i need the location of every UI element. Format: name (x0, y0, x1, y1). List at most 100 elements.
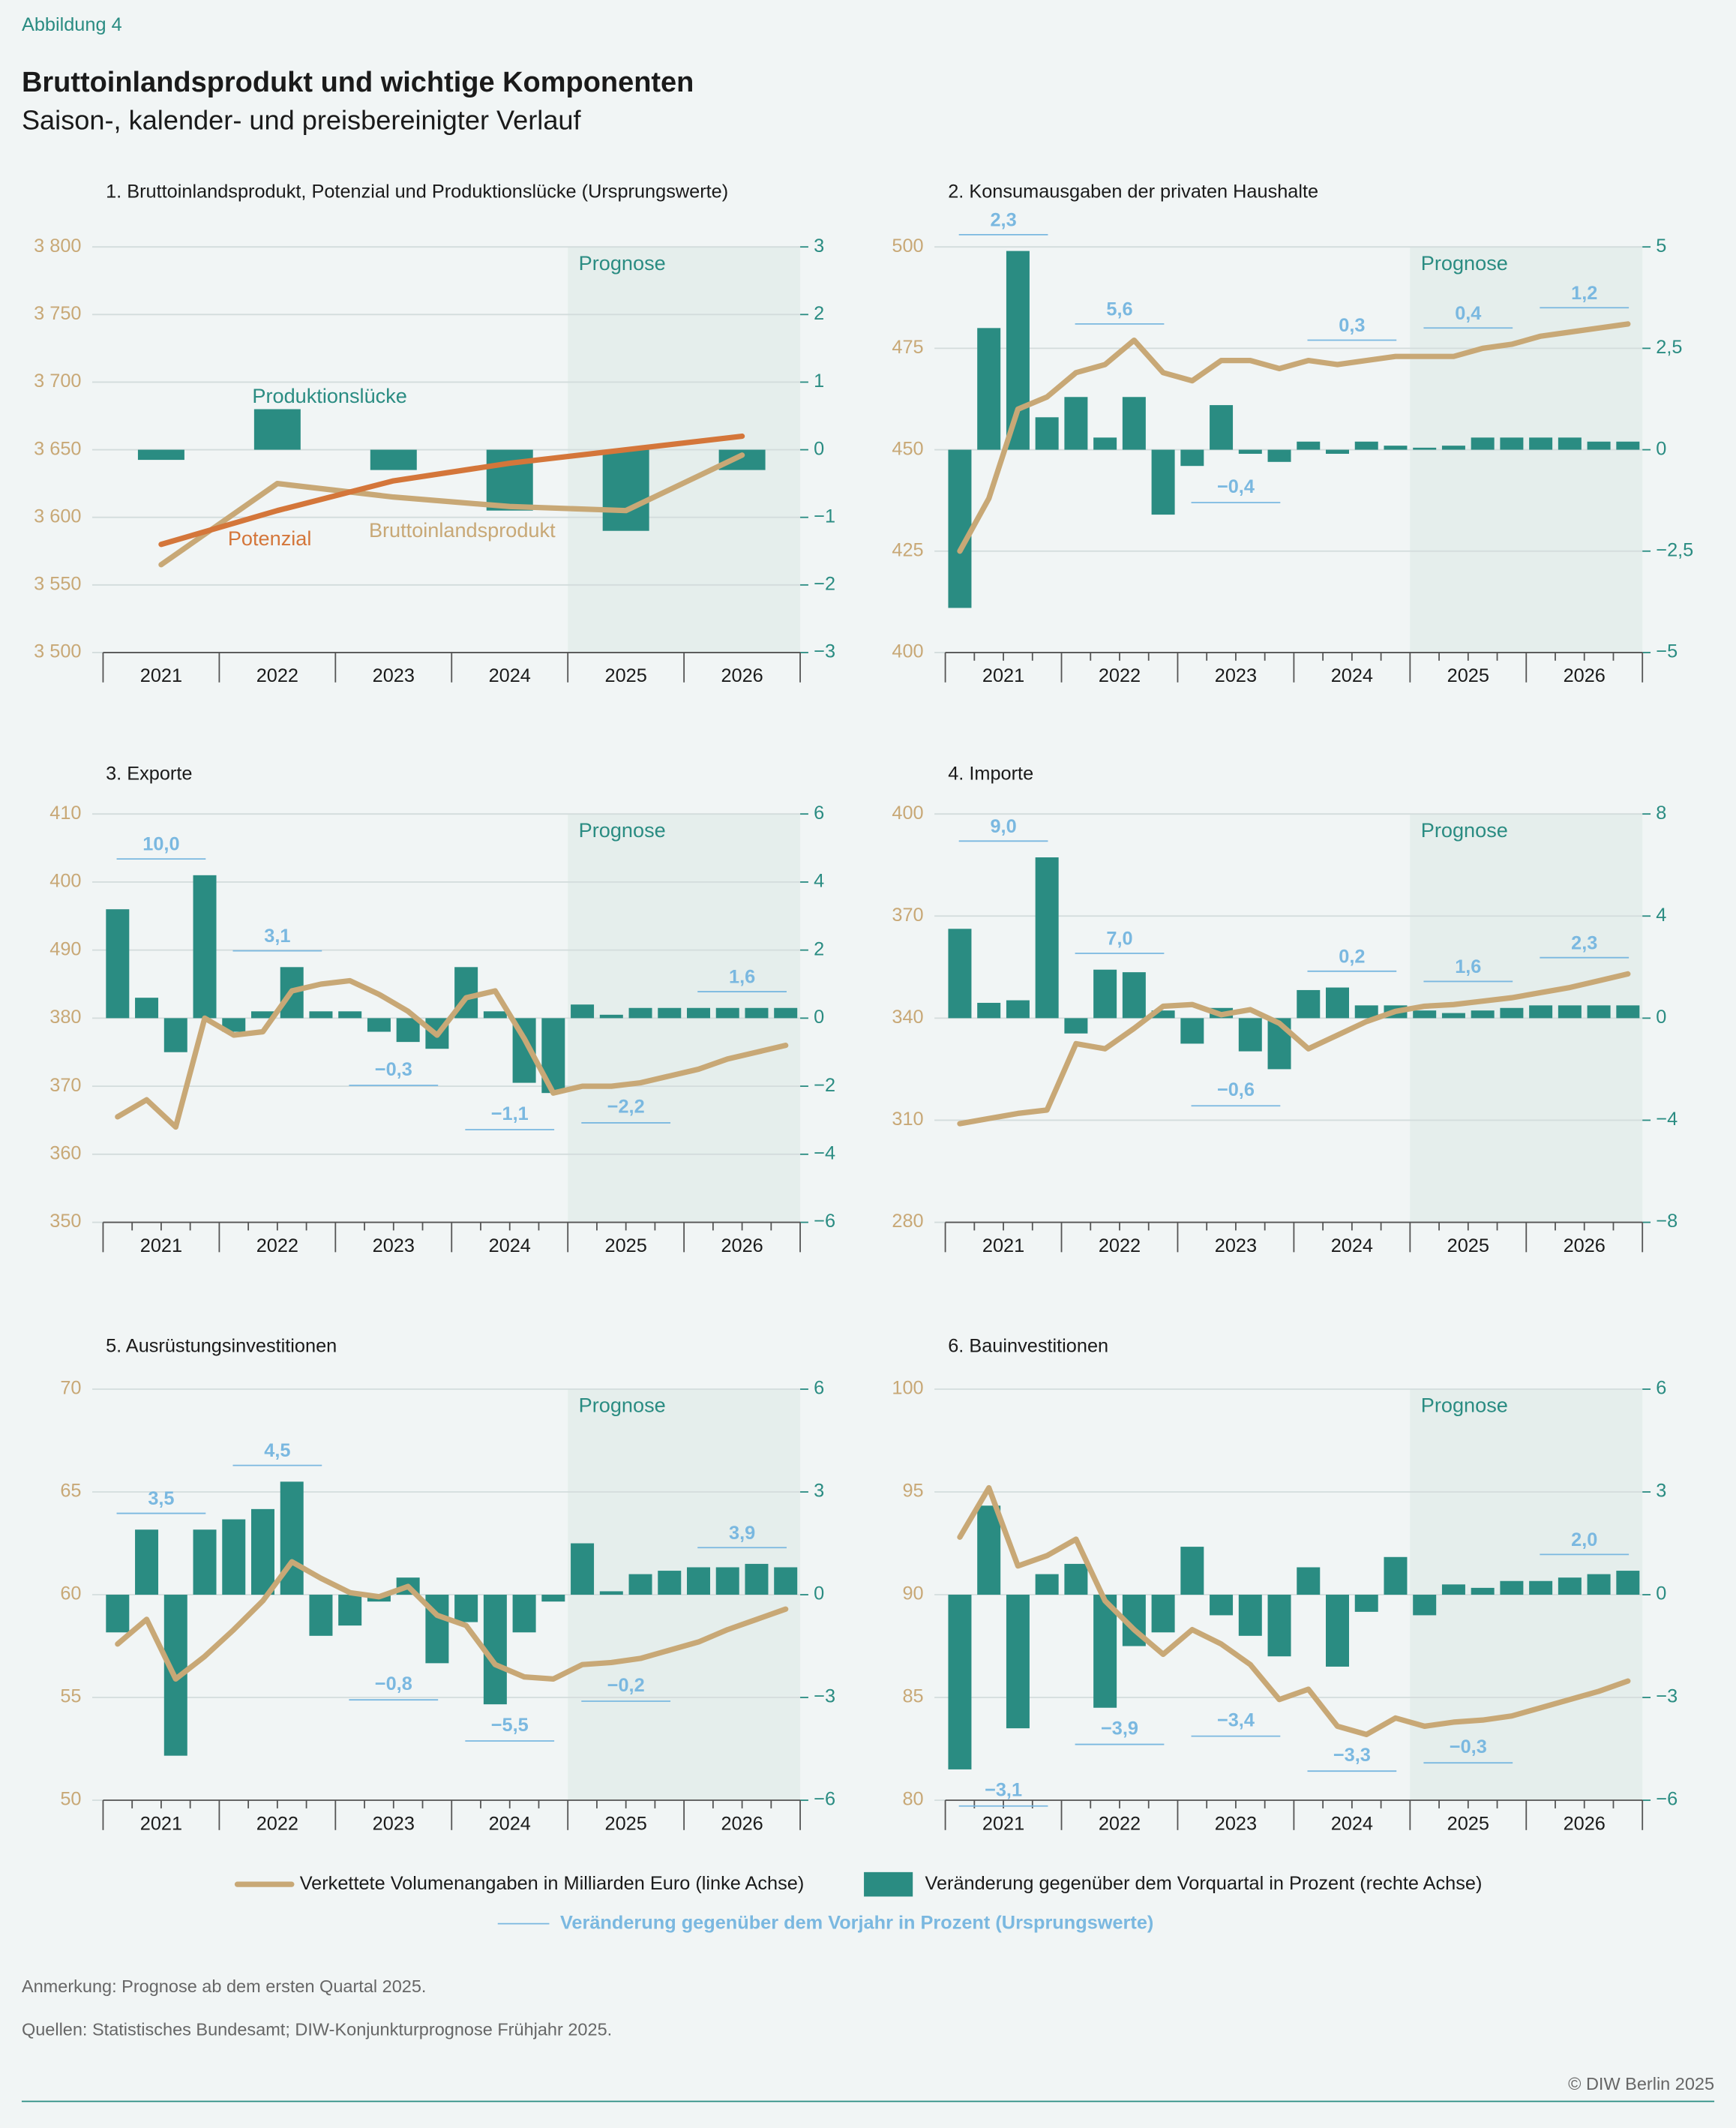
bar (687, 1567, 710, 1595)
figure-subtitle: Saison-, kalender- und preisbereinigter … (22, 104, 582, 135)
bar (250, 1011, 274, 1019)
bar (483, 1011, 507, 1019)
bar (1210, 405, 1234, 450)
bar (483, 1595, 507, 1705)
x-tick-label: 2024 (489, 665, 531, 686)
annual-label: −0,8 (375, 1673, 412, 1694)
bar (193, 1529, 217, 1595)
y2-tick-label: 8 (1656, 803, 1666, 824)
annual-label: 1,6 (729, 967, 755, 988)
panel-title: 5. Ausrüstungsinvestitionen (106, 1336, 337, 1357)
y-tick-label: 65 (60, 1481, 81, 1502)
bar (1326, 987, 1349, 1019)
bar (1326, 449, 1349, 454)
y2-tick-label: −4 (814, 1143, 835, 1164)
x-tick-label: 2024 (489, 1813, 531, 1834)
bar (1587, 1005, 1611, 1019)
y2-tick-label: 2 (814, 303, 824, 324)
y2-tick-label: 0 (1656, 1583, 1666, 1604)
bar (1180, 449, 1204, 467)
y2-tick-label: −2 (814, 574, 835, 595)
annual-label: −0,6 (1217, 1079, 1255, 1100)
y-tick-label: 400 (892, 803, 923, 824)
x-tick-label: 2021 (982, 1235, 1024, 1256)
annual-label: 0,4 (1455, 303, 1481, 324)
annual-label: 2,3 (990, 209, 1016, 230)
legend-label: Veränderung gegenüber dem Vorquartal in … (925, 1873, 1482, 1894)
y2-tick-label: 6 (814, 803, 824, 824)
bar (250, 1508, 274, 1595)
forecast-label: Prognose (1421, 1394, 1508, 1417)
bar (106, 1595, 130, 1633)
x-tick-label: 2026 (721, 665, 763, 686)
bar (774, 1007, 798, 1019)
bar (1413, 1010, 1437, 1019)
bar (1006, 251, 1030, 450)
line (957, 971, 1631, 1127)
x-tick-label: 2023 (373, 665, 415, 686)
bar (135, 998, 159, 1019)
y-tick-label: 380 (49, 1007, 81, 1028)
bar (163, 1018, 187, 1052)
bar (1558, 1005, 1582, 1019)
bar (571, 1004, 595, 1019)
bar (1413, 447, 1437, 450)
forecast-label: Prognose (1421, 818, 1508, 842)
y2-tick-label: 3 (1656, 1481, 1666, 1502)
y2-tick-label: −6 (1656, 1789, 1678, 1810)
bar (1587, 441, 1611, 450)
annual-label: 0,3 (1339, 315, 1365, 336)
bar (1616, 1005, 1640, 1019)
x-tick-label: 2025 (605, 1813, 647, 1834)
bar (137, 449, 184, 461)
x-tick-label: 2023 (1215, 1235, 1257, 1256)
bar (977, 328, 1001, 450)
annual-label: 5,6 (1106, 299, 1132, 320)
y-tick-label: 85 (902, 1686, 923, 1707)
legend-label: Verkettete Volumenangaben in Milliarden … (300, 1873, 805, 1894)
bar (1500, 1580, 1524, 1595)
annual-label: −5,5 (491, 1715, 529, 1736)
bar (1354, 441, 1378, 450)
x-tick-label: 2024 (1331, 1813, 1373, 1834)
y-tick-label: 3 700 (34, 371, 81, 392)
bar (948, 1595, 972, 1769)
y-tick-label: 425 (892, 539, 923, 560)
bar (1238, 449, 1262, 454)
bar (1529, 1580, 1553, 1595)
bar (1616, 1571, 1640, 1595)
x-tick-label: 2021 (982, 665, 1024, 686)
bar (1267, 1595, 1291, 1657)
y-tick-label: 60 (60, 1583, 81, 1604)
bar (1122, 972, 1146, 1019)
forecast-label: Prognose (1421, 251, 1508, 275)
bar (1151, 449, 1175, 515)
x-tick-label: 2025 (1447, 1235, 1489, 1256)
bar (599, 1014, 623, 1019)
line (115, 1559, 789, 1682)
y2-tick-label: −4 (1656, 1109, 1678, 1130)
y-tick-label: 360 (49, 1143, 81, 1164)
bar (1471, 1587, 1495, 1595)
annual-label: −3,4 (1217, 1709, 1255, 1730)
y2-tick-label: −2,5 (1656, 539, 1693, 560)
bar (338, 1011, 362, 1019)
y-tick-label: 370 (49, 1075, 81, 1096)
y-tick-label: 280 (892, 1211, 923, 1232)
bar (602, 449, 649, 531)
annual-label: −2,2 (607, 1097, 645, 1118)
bar (1587, 1574, 1611, 1595)
series-label: Bruttoinlandsprodukt (369, 518, 556, 542)
y-tick-label: 50 (60, 1789, 81, 1810)
annual-label: 4,5 (264, 1440, 290, 1461)
bar (1471, 437, 1495, 450)
bar (1035, 1574, 1059, 1595)
legend-swatch (864, 1871, 913, 1897)
x-tick-label: 2024 (1331, 665, 1373, 686)
y2-tick-label: 2,5 (1656, 337, 1682, 358)
bar (1267, 449, 1291, 462)
annual-label: 9,0 (990, 816, 1016, 837)
y-tick-label: 410 (49, 803, 81, 824)
